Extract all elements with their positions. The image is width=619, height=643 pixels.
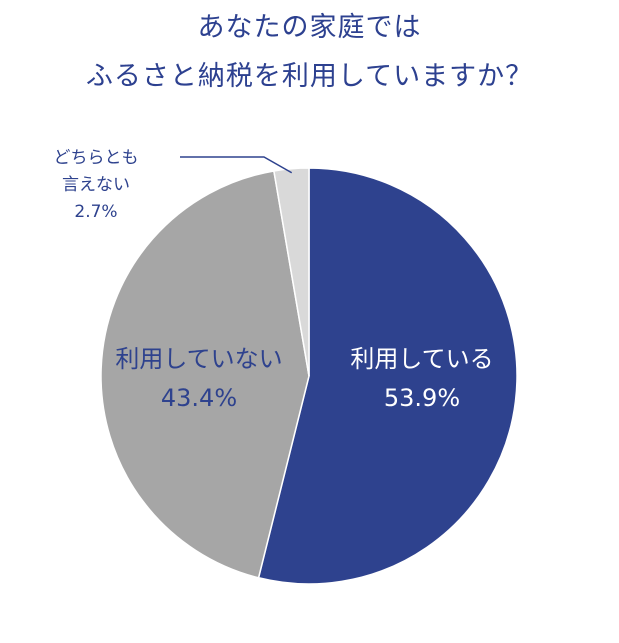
chart-title-line-2: ふるさと納税を利用していますか？ xyxy=(85,61,534,92)
slice-label-2: 利用していない 43.4% xyxy=(115,345,282,412)
leader-line xyxy=(180,156,293,174)
pie-slice-2 xyxy=(100,170,310,579)
pie-slice-1 xyxy=(257,167,518,585)
slice-label-3: どちらとも言えない 2.7% xyxy=(54,148,139,222)
slice-label-1: 利用している 53.9% xyxy=(350,345,493,412)
chart-title-line-1: あなたの家庭では xyxy=(197,12,422,43)
pie-slice-3 xyxy=(273,167,310,377)
